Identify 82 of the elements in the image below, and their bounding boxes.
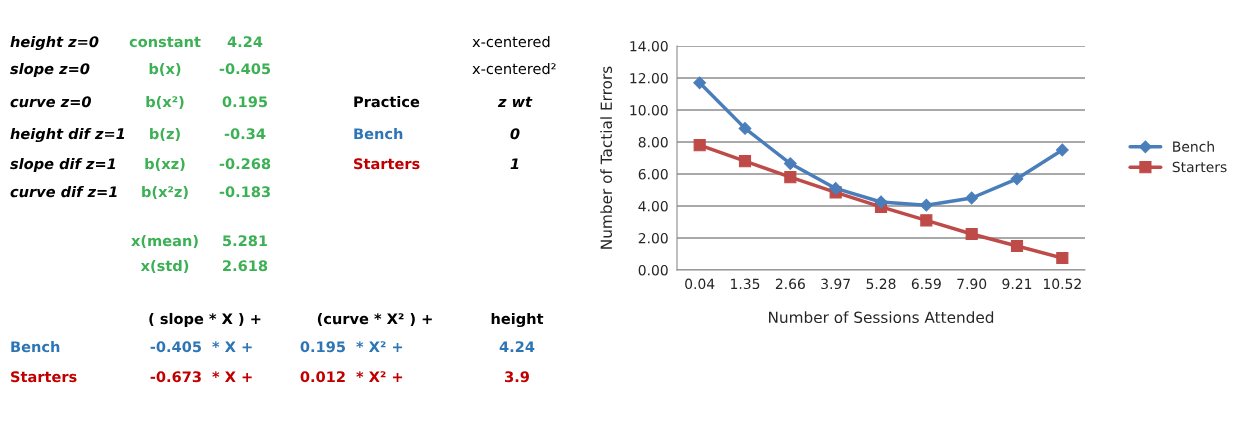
text: 4.24 [499, 341, 535, 353]
text: slope z=0 [10, 62, 90, 78]
text: 0 [510, 128, 520, 140]
point [1010, 239, 1024, 253]
text: height z=0 [10, 35, 99, 51]
text: x(std) [140, 259, 189, 273]
x-tick-label: 10.52 [1043, 278, 1081, 290]
text: 3.9 [505, 371, 529, 383]
y-tick-label: 6.00 [638, 168, 668, 180]
y-tick-label: 0.00 [638, 264, 668, 276]
point [1010, 172, 1024, 186]
point [965, 191, 979, 205]
y-tick-label: 14.00 [630, 40, 668, 52]
text: height [491, 312, 544, 328]
text: x-centered [472, 35, 550, 48]
y-tick-label: 8.00 [638, 136, 668, 148]
text: slope dif z=1 [10, 157, 116, 173]
x-tick-label: 5.28 [866, 278, 896, 290]
text: * X + [212, 371, 252, 383]
point [738, 155, 752, 168]
text: 4.24 [227, 36, 263, 48]
text: ( slope * X ) + [149, 312, 261, 328]
text: b(z) [150, 127, 180, 141]
text: 2.618 [223, 260, 268, 272]
x-tick-label: 1.35 [731, 278, 760, 290]
text: 0.195 [300, 341, 345, 353]
x-tick-label: 9.21 [1002, 278, 1032, 290]
point [965, 227, 978, 241]
y-tick-label: 2.00 [638, 232, 668, 244]
text: b(xz) [145, 157, 185, 171]
x-tick-label: 6.59 [911, 278, 941, 290]
point [783, 157, 797, 171]
text: 0.012 [300, 371, 345, 383]
text: -0.405 [150, 341, 201, 353]
text: (curve * X² ) + [317, 312, 432, 326]
point [1056, 251, 1069, 265]
text: 0.195 [222, 96, 268, 108]
point [738, 121, 752, 135]
text: * X² + [356, 371, 403, 383]
text: b(x) [149, 62, 181, 76]
x-tick-label: 7.90 [957, 278, 987, 290]
point [1055, 143, 1069, 157]
text: 5.281 [223, 235, 268, 247]
text: Bench [354, 127, 403, 140]
y-tick-label: 10.00 [630, 104, 668, 116]
x-tick-label: 3.97 [821, 278, 850, 290]
text: -0.183 [219, 186, 270, 198]
y-axis-title: Number of Tactial Errors [600, 66, 613, 249]
point [920, 214, 933, 227]
text: Starters [11, 371, 77, 383]
point [693, 76, 707, 90]
text: -0.405 [219, 63, 271, 75]
text: * X² + [356, 341, 403, 353]
legend-label: Starters [1172, 161, 1227, 173]
text: constant [129, 36, 201, 48]
text: z wt [497, 96, 533, 108]
text: Starters [354, 158, 420, 170]
text: Bench [11, 340, 60, 353]
x-tick-label: 2.66 [775, 278, 805, 290]
point [693, 139, 706, 152]
text: b(x²z) [142, 185, 188, 199]
x-axis-title: Number of Sessions Attended [769, 311, 994, 324]
text: b(x²) [146, 95, 184, 109]
y-tick-label: 4.00 [638, 200, 668, 212]
x-tick-label: 0.04 [685, 278, 715, 290]
point [874, 195, 888, 209]
point [829, 181, 843, 195]
text: Practice [354, 95, 420, 108]
text: -0.268 [219, 158, 271, 170]
y-tick-label: 12.00 [630, 72, 668, 84]
text: 1 [510, 158, 519, 170]
text: x(mean) [131, 234, 198, 248]
text: -0.673 [150, 371, 201, 383]
text: curve z=0 [10, 96, 92, 108]
text: -0.34 [224, 128, 266, 140]
text: * X + [212, 341, 252, 353]
text: curve dif z=1 [10, 185, 117, 198]
text: x-centered² [472, 62, 556, 75]
text: height dif z=1 [10, 127, 125, 143]
legend-label: Bench [1173, 141, 1214, 152]
point [784, 171, 797, 184]
point [919, 198, 933, 212]
